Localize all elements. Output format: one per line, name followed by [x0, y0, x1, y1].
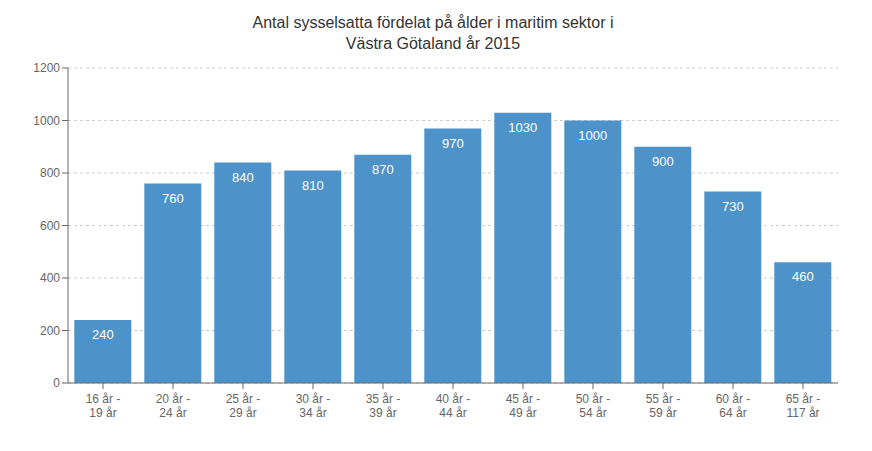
svg-text:1030: 1030: [508, 120, 537, 135]
svg-text:200: 200: [40, 324, 60, 338]
html-text:Antal sysselsatta fördelat på: Antal sysselsatta fördelat på ålder i ma…: [252, 14, 614, 31]
svg-text:55 år -59 år: 55 år -59 år: [646, 392, 681, 420]
svg-text:25 år -29 år: 25 år -29 år: [226, 392, 261, 420]
svg-text:870: 870: [372, 162, 394, 177]
svg-text:400: 400: [40, 271, 60, 285]
svg-text:900: 900: [652, 154, 674, 169]
svg-text:1000: 1000: [578, 128, 607, 143]
html-text:Västra Götaland år 2015: Västra Götaland år 2015: [345, 35, 521, 52]
svg-text:50 år -54 år: 50 år -54 år: [576, 392, 611, 420]
svg-text:460: 460: [792, 269, 814, 284]
svg-text:810: 810: [302, 178, 324, 193]
svg-text:30 år -34 år: 30 år -34 år: [296, 392, 331, 420]
svg-text:40 år -44 år: 40 år -44 år: [436, 392, 471, 420]
svg-text:800: 800: [40, 166, 60, 180]
svg-text:840: 840: [232, 170, 254, 185]
svg-text:730: 730: [722, 199, 744, 214]
svg-text:65 år -117 år: 65 år -117 år: [786, 392, 821, 420]
svg-text:45 år -49 år: 45 år -49 år: [506, 392, 541, 420]
svg-text:35 år -39 år: 35 år -39 år: [366, 392, 401, 420]
svg-text:240: 240: [92, 327, 114, 342]
svg-text:760: 760: [162, 191, 184, 206]
svg-text:60 år -64 år: 60 år -64 år: [716, 392, 751, 420]
svg-text:600: 600: [40, 219, 60, 233]
svg-text:16 år -19 år: 16 år -19 år: [86, 392, 121, 420]
svg-text:20 år -24 år: 20 år -24 år: [156, 392, 191, 420]
svg-text:0: 0: [53, 376, 60, 390]
svg-text:1200: 1200: [33, 61, 60, 75]
svg-text:970: 970: [442, 136, 464, 151]
svg-text:1000: 1000: [33, 114, 60, 128]
